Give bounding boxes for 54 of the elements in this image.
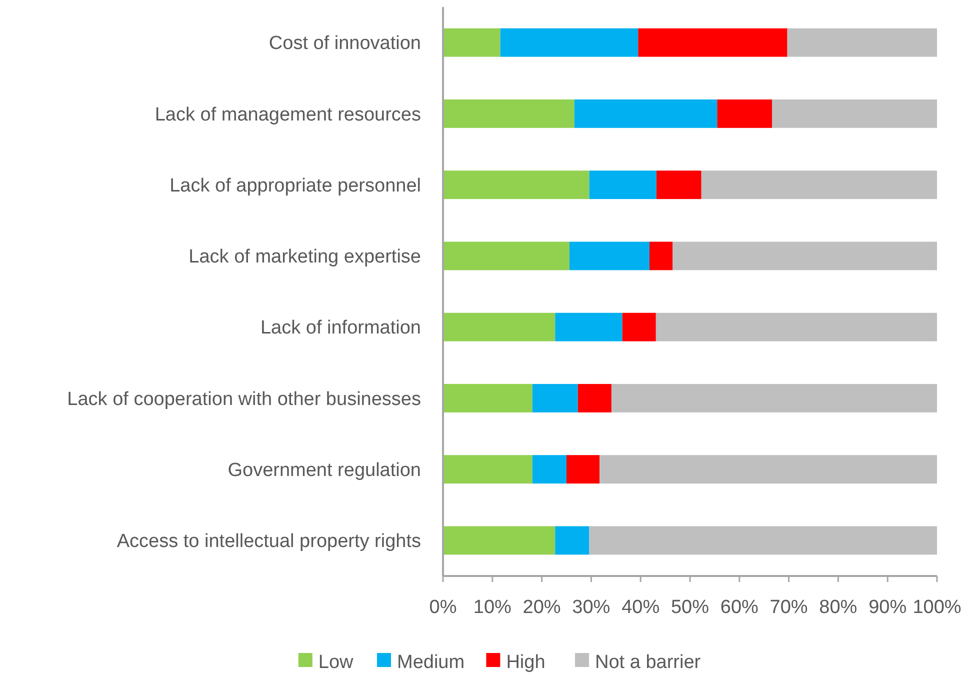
y-tick-label: Government regulation (228, 460, 421, 481)
y-tick-label: Lack of information (260, 318, 421, 339)
x-tick-label: 50% (670, 597, 710, 618)
bar (649, 242, 673, 270)
y-tick-label: Lack of appropriate personnel (170, 175, 421, 196)
bar (600, 455, 937, 484)
legend-label: Low (318, 652, 354, 673)
bar (574, 99, 718, 128)
bar (555, 526, 590, 555)
bar (443, 384, 532, 412)
x-tick-label: 70% (770, 597, 808, 618)
legend-label: Medium (397, 652, 465, 673)
y-tick-label: Cost of innovation (268, 33, 421, 54)
x-tick-label: 10% (473, 597, 512, 618)
x-tick-label: 40% (622, 597, 660, 618)
bar (622, 312, 656, 342)
x-tick-label: 30% (572, 597, 610, 618)
bar (717, 99, 772, 128)
bar (566, 455, 600, 484)
bar (555, 312, 622, 342)
bar (532, 455, 566, 484)
bar (787, 28, 937, 57)
bar (672, 242, 937, 270)
y-tick-label: Lack of cooperation with other businesses (67, 388, 421, 410)
x-tick-label: 100% (912, 597, 962, 618)
bar (569, 242, 650, 270)
legend-label: High (506, 652, 546, 673)
bar (532, 384, 578, 412)
bar (500, 28, 638, 57)
bar (443, 28, 500, 57)
x-tick-label: 90% (868, 597, 907, 618)
x-tick-label: 0% (429, 597, 457, 618)
bar (589, 526, 937, 555)
bar (701, 170, 937, 200)
bar (443, 170, 590, 200)
bar (443, 242, 570, 270)
y-tick-label: Lack of marketing expertise (188, 246, 421, 268)
bar (656, 170, 702, 200)
legend-label: Not a barrier (595, 652, 702, 673)
bar (578, 384, 612, 412)
bar (589, 170, 656, 200)
x-tick-label: 60% (720, 597, 759, 618)
x-tick-label: 20% (522, 597, 561, 618)
bar (443, 99, 574, 128)
y-tick-label: Access to intellectual property rights (116, 531, 421, 552)
y-tick-label: Lack of management resources (154, 104, 421, 126)
bar (656, 312, 937, 342)
x-tick-label: 80% (819, 597, 858, 618)
bar (443, 526, 556, 555)
bar (611, 384, 937, 412)
bar (443, 455, 532, 484)
bar (443, 312, 556, 342)
bar (772, 99, 937, 128)
bar (638, 28, 788, 57)
